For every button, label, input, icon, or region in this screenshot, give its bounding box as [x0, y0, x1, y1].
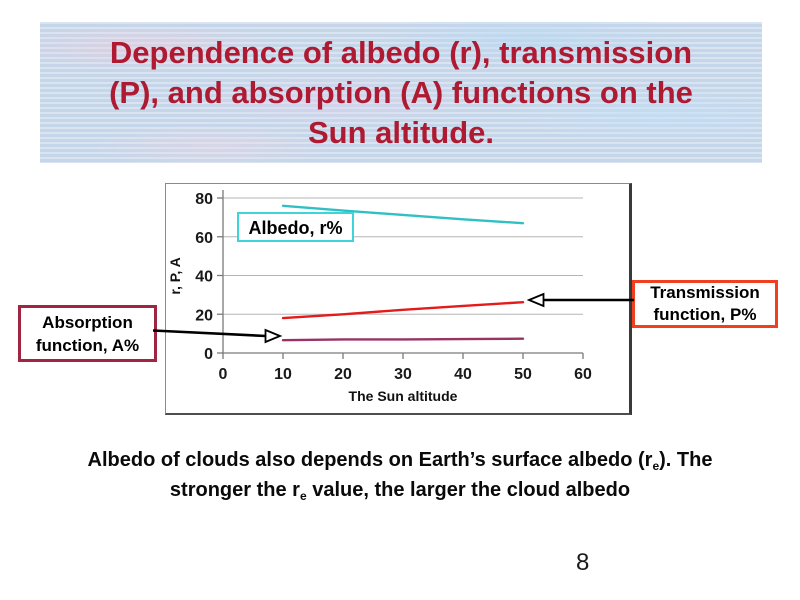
albedo-label-box [237, 212, 354, 242]
y-tick-label: 60 [195, 230, 213, 247]
x-tick-label: 30 [394, 366, 412, 383]
x-tick-label: 20 [334, 366, 352, 383]
subscript-e: e [299, 489, 307, 503]
x-tick-label: 60 [574, 366, 592, 383]
caption-line-1: Albedo of clouds also depends on Earth’s… [87, 449, 713, 473]
slide-title: Dependence of albedo (r), transmission (… [40, 22, 762, 153]
slide-caption: Albedo of clouds also depends on Earth’s… [0, 448, 800, 508]
x-tick-label: 10 [274, 366, 292, 383]
y-axis-title: r, P, A [167, 257, 183, 294]
chart-dynamic-layer: 0 20 40 60 80 0 10 20 30 40 50 60 [195, 190, 592, 383]
x-tick-label: 40 [454, 366, 472, 383]
slide-title-line-3: Sun altitude. [308, 115, 494, 150]
x-tick-label: 0 [219, 366, 228, 383]
page-number: 8 [576, 549, 590, 576]
absorption-callout: Absorption function, A% [18, 305, 157, 362]
absorption-callout-line-1: Absorption [42, 312, 133, 332]
y-tick-label: 80 [195, 191, 213, 208]
slide-title-box: Dependence of albedo (r), transmission (… [40, 22, 762, 163]
transmission-callout-line-2: function, P% [653, 305, 757, 324]
y-tick-label: 0 [204, 346, 213, 363]
transmission-callout-line-1: Transmission [650, 283, 760, 302]
x-axis-title: The Sun altitude [349, 388, 458, 404]
absorption-callout-line-2: function, A% [35, 335, 140, 355]
transmission-callout: Transmission function, P% [632, 280, 778, 328]
chart-frame: 0 20 40 60 80 0 10 20 30 40 50 60 The Sun altitude … [165, 183, 632, 415]
slide-title-line-1: Dependence of albedo (r), transmission [109, 35, 693, 70]
caption-line-2: stronger the re value, the larger the cl… [169, 479, 631, 503]
albedo-label: Albedo, r% [248, 218, 342, 238]
slide-title-line-2: (P), and absorption (A) functions on the [109, 75, 693, 110]
y-tick-label: 20 [195, 307, 213, 324]
x-tick-label: 50 [514, 366, 532, 383]
series-line [281, 204, 525, 225]
series-line [281, 337, 525, 342]
y-tick-label: 40 [195, 269, 213, 286]
series-line [281, 300, 525, 320]
subscript-e: e [652, 459, 660, 473]
